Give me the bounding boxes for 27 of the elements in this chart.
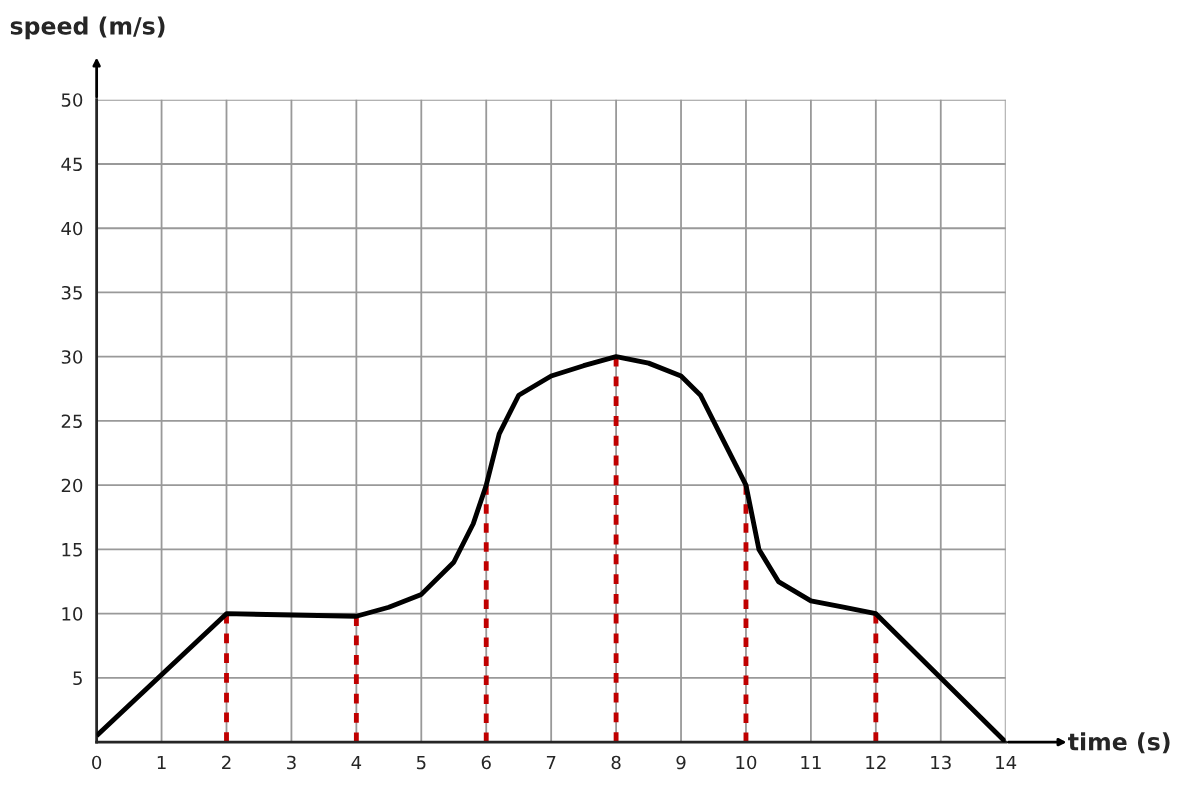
x-tick-label: 3 [287, 755, 296, 770]
y-tick-label: 10 [62, 607, 83, 621]
y-axis-title: speed (m/s) [10, 16, 165, 40]
x-tick-label: 9 [676, 755, 686, 770]
y-tick-label: 20 [61, 478, 83, 493]
x-tick-label: 4 [351, 755, 362, 770]
x-tick-label: 2 [222, 755, 231, 770]
x-tick-label: 7 [546, 755, 556, 770]
y-tick-label: 30 [61, 350, 83, 364]
y-tick-label: 40 [61, 221, 83, 236]
y-tick-label: 50 [61, 93, 83, 107]
y-tick-label: 45 [61, 157, 82, 172]
x-tick-label: 11 [801, 755, 821, 770]
x-tick-label: 14 [996, 755, 1017, 770]
x-tick-label: 0 [92, 755, 102, 770]
y-tick-label: 35 [61, 285, 82, 300]
x-tick-label: 13 [931, 755, 951, 770]
x-tick-label: 12 [866, 755, 886, 770]
x-axis-title: time (s) [1068, 732, 1170, 754]
y-tick-label: 5 [73, 671, 82, 686]
x-tick-label: 8 [611, 755, 621, 770]
x-tick-label: 6 [481, 755, 491, 770]
y-tick-label: 25 [61, 414, 82, 429]
x-tick-label: 1 [157, 755, 166, 770]
x-tick-label: 10 [736, 755, 757, 770]
y-tick-label: 15 [62, 543, 82, 557]
x-tick-label: 5 [416, 755, 426, 770]
